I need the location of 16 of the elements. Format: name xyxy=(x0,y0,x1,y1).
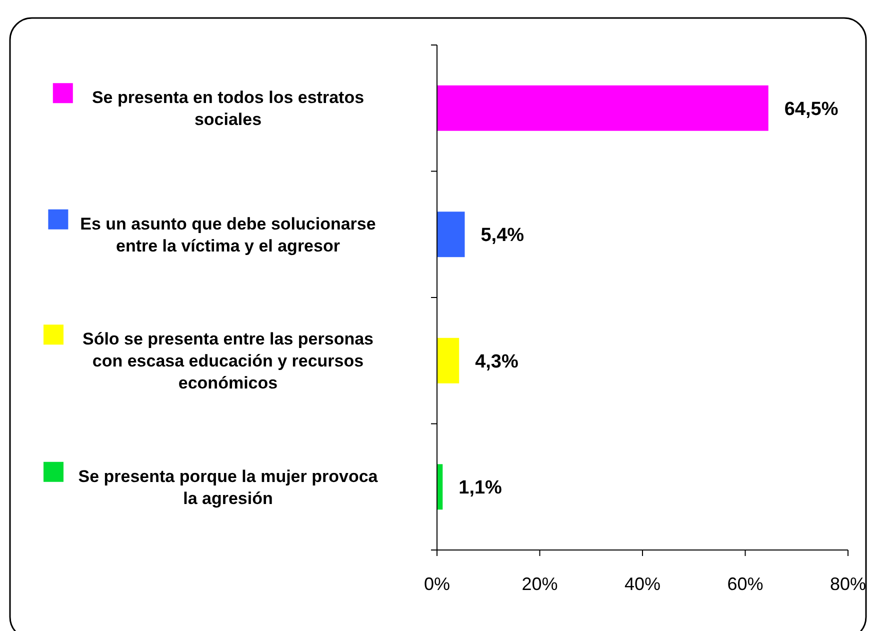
data-label: 64,5% xyxy=(784,98,838,120)
x-tick-label: 20% xyxy=(522,574,558,594)
data-label: 4,3% xyxy=(475,351,519,372)
bar xyxy=(437,212,465,258)
x-tick-label: 0% xyxy=(424,574,450,594)
data-label: 1,1% xyxy=(458,478,502,499)
y-tick-label: Sólo se presenta entre las personas con escasa educación y recursos económicos xyxy=(82,330,374,393)
y-tick-label: Se presenta en todos los estratos sociales xyxy=(92,88,364,130)
y-tick-label: Es un asunto que debe solucionarse entre la víctima y el agresor xyxy=(80,214,376,256)
x-tick-label: 40% xyxy=(624,574,661,594)
x-tick-label: 80% xyxy=(830,574,866,594)
bar xyxy=(437,338,460,384)
y-tick-label: Se presenta porque la mujer provoca la agresión xyxy=(78,466,378,508)
data-label: 5,4% xyxy=(480,225,524,246)
x-tick-label: 60% xyxy=(727,574,764,594)
bar xyxy=(437,85,768,131)
